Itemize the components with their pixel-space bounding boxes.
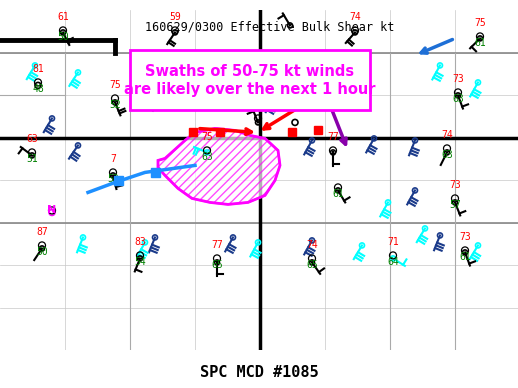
Text: 50: 50 (57, 33, 69, 42)
Text: 75: 75 (474, 18, 486, 28)
Text: SPC MCD #1085: SPC MCD #1085 (199, 365, 319, 380)
Text: Swaths of 50-75 kt winds
are likely over the next 1 hour: Swaths of 50-75 kt winds are likely over… (124, 64, 376, 97)
Text: 63: 63 (441, 151, 453, 160)
Text: 73: 73 (459, 232, 471, 242)
Text: 71: 71 (387, 237, 399, 248)
Text: 63: 63 (26, 134, 38, 144)
Text: 77: 77 (316, 74, 328, 85)
Text: 77: 77 (327, 132, 339, 142)
FancyBboxPatch shape (130, 50, 370, 111)
Bar (216, 128, 224, 137)
Polygon shape (158, 128, 280, 204)
Bar (314, 126, 322, 134)
Text: 54: 54 (134, 257, 146, 267)
Text: 73: 73 (452, 74, 464, 85)
Text: 74: 74 (441, 130, 453, 140)
Text: 61: 61 (459, 253, 471, 262)
Text: 77: 77 (252, 100, 264, 111)
Bar (151, 168, 160, 177)
Text: 61: 61 (474, 38, 486, 48)
Bar (288, 128, 296, 137)
Bar (189, 128, 197, 137)
Text: 7: 7 (110, 154, 116, 165)
Text: 48: 48 (32, 85, 44, 94)
Text: 63: 63 (452, 94, 464, 104)
Text: 51: 51 (26, 154, 38, 165)
Text: 75: 75 (201, 132, 213, 142)
Text: 87: 87 (36, 227, 48, 237)
Text: 83: 83 (134, 237, 146, 248)
Text: 64: 64 (387, 257, 399, 267)
Text: 50: 50 (36, 248, 48, 257)
Text: 58: 58 (316, 94, 328, 104)
Text: 52: 52 (109, 100, 121, 111)
Text: 75: 75 (109, 80, 121, 90)
Text: 65: 65 (306, 260, 318, 270)
Text: 74: 74 (306, 241, 318, 250)
Text: 57: 57 (449, 201, 461, 210)
Text: 53: 53 (107, 175, 119, 184)
Text: 61: 61 (332, 189, 344, 199)
Text: 74: 74 (349, 12, 361, 23)
Text: 61: 61 (57, 12, 69, 23)
Text: 59: 59 (169, 12, 181, 23)
Text: 65: 65 (211, 260, 223, 270)
Text: N: N (47, 205, 56, 215)
Text: 63: 63 (201, 152, 213, 163)
Text: 81: 81 (32, 64, 44, 74)
Text: 73: 73 (449, 180, 461, 191)
Bar (113, 176, 122, 185)
Text: 77: 77 (211, 241, 223, 250)
Text: 160629/0300 Effective Bulk Shear kt: 160629/0300 Effective Bulk Shear kt (145, 21, 394, 34)
